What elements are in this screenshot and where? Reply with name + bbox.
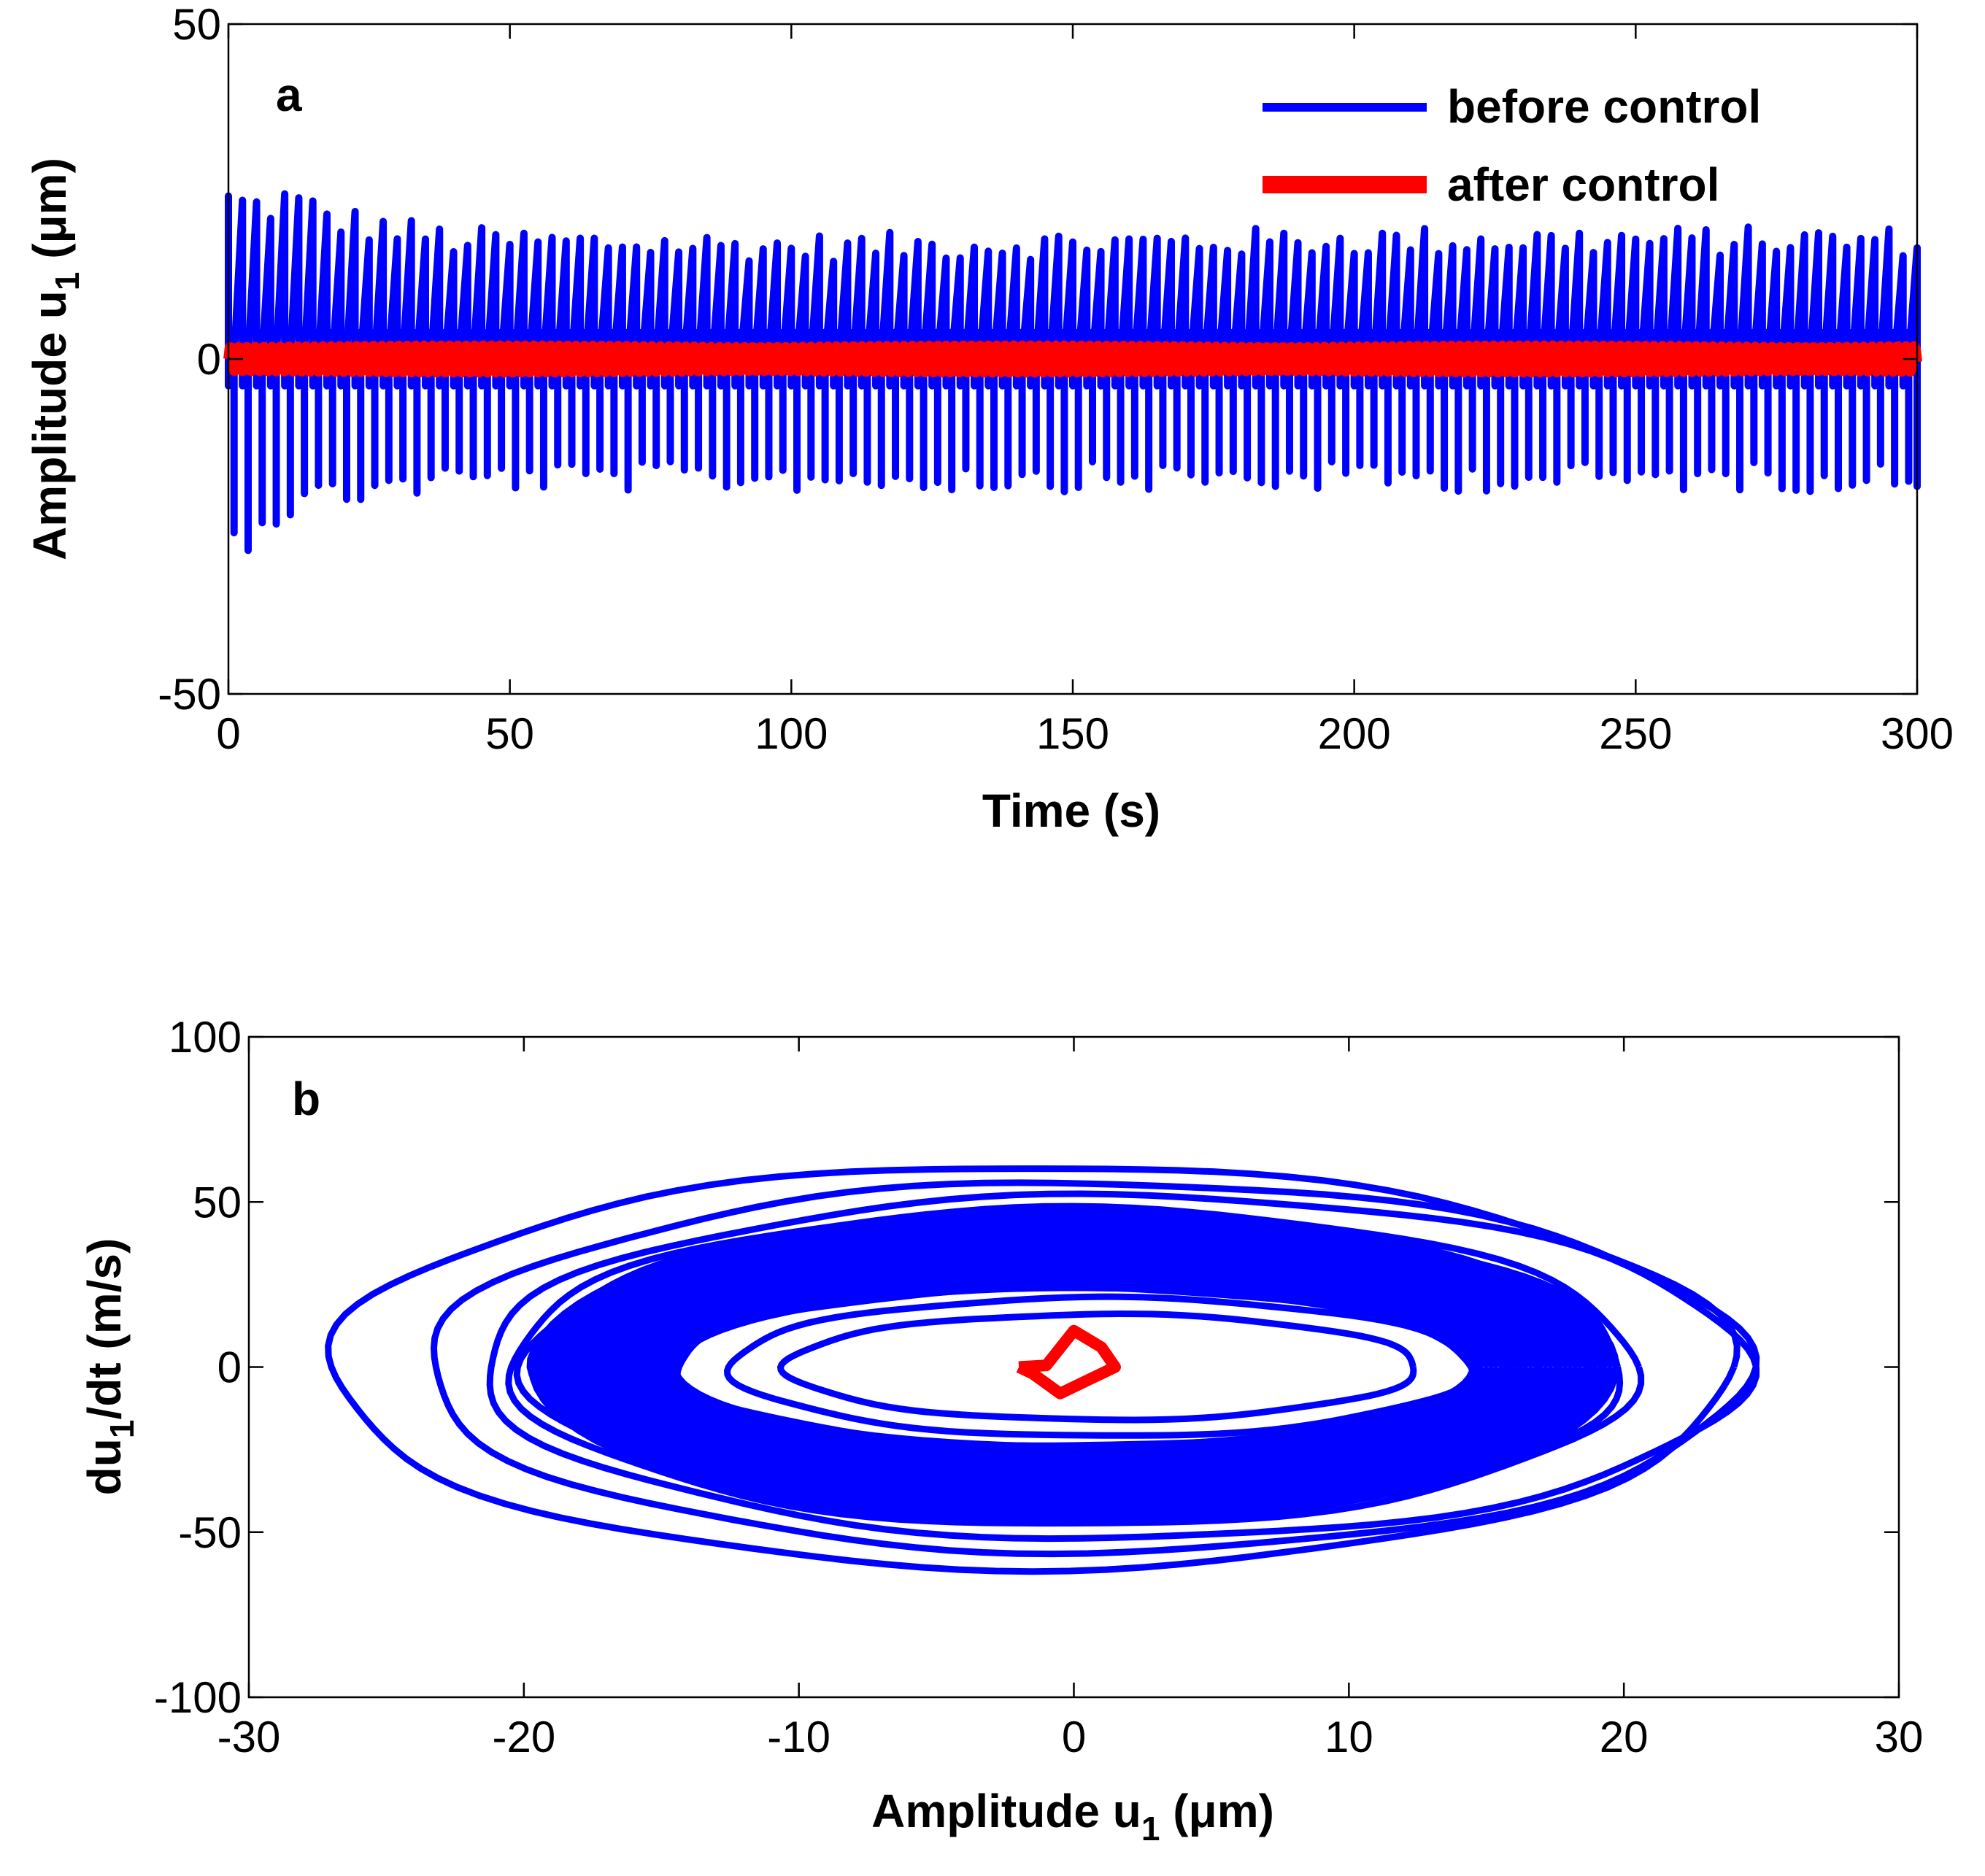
phase-orbit-before-control xyxy=(777,1310,1417,1424)
legend-label-before: before control xyxy=(1447,80,1761,133)
panel-a-data xyxy=(223,190,1922,555)
panel-a-ytick-label: 0 xyxy=(197,335,221,384)
phase-orbit-before-control xyxy=(486,1190,1760,1543)
phase-orbit-dense xyxy=(666,1281,1481,1453)
panel-a-ytick-label: 50 xyxy=(172,0,221,49)
legend-label-after: after control xyxy=(1447,158,1719,211)
panel-a-xtick-label: 300 xyxy=(1881,709,1954,758)
panel-b-data xyxy=(325,1165,1760,1575)
panel-b-xtick-label: 0 xyxy=(1062,1713,1086,1761)
panel-b-xtick-label: 10 xyxy=(1325,1713,1373,1761)
panel-b-xtick-label: -20 xyxy=(492,1713,555,1761)
panel-b-ylabel: du1/dt (m/s) xyxy=(78,1238,141,1496)
phase-orbit-before-control xyxy=(430,1179,1760,1558)
phase-orbit-dense xyxy=(657,1276,1491,1458)
panel-b-ytick-label: -100 xyxy=(154,1673,242,1722)
panel-b-xtick-label: -10 xyxy=(767,1713,830,1761)
phase-orbit-dense xyxy=(528,1208,1620,1526)
phase-orbit-dense xyxy=(622,1258,1526,1476)
panel-a-xtick-label: 250 xyxy=(1599,709,1672,758)
panel-b-axes-frame xyxy=(247,1035,1900,1699)
panel-a-ylabel: Amplitude u1 (μm) xyxy=(23,158,86,560)
panel-a-xtick-label: 150 xyxy=(1036,709,1109,758)
panel-b-ytick-label: 100 xyxy=(169,1013,242,1062)
phase-orbit-before-control xyxy=(723,1293,1476,1439)
phase-orbit-after-control xyxy=(1016,1324,1121,1400)
panel-b-xtick-label: 20 xyxy=(1600,1713,1649,1761)
panel-a-xlabel: Time (s) xyxy=(982,784,1160,837)
panel-a-label: a xyxy=(276,69,302,121)
panel-b-ytick-label: 0 xyxy=(217,1343,242,1392)
phase-orbit-dense xyxy=(661,1279,1486,1455)
phase-orbit-before-control xyxy=(325,1165,1741,1575)
panel-a-ytick-label: -50 xyxy=(158,670,221,719)
panel-b-xtick-label: 30 xyxy=(1875,1713,1924,1761)
panel-b-ytick-label: 50 xyxy=(193,1178,242,1227)
panel-b-xtick-label: -30 xyxy=(217,1713,281,1761)
panel-a-xtick-label: 0 xyxy=(216,709,240,758)
panel-a-xtick-label: 50 xyxy=(485,709,534,758)
panel-b-label: b xyxy=(292,1073,320,1125)
panel-b-ytick-label: -50 xyxy=(178,1508,242,1557)
legend: before control after control xyxy=(1263,80,1761,211)
series-after-control-line xyxy=(223,340,1922,378)
panel-a-xtick-label: 200 xyxy=(1318,709,1391,758)
panel-b-xlabel: Amplitude u1 (μm) xyxy=(871,1785,1274,1848)
panel-a-xtick-label: 100 xyxy=(755,709,828,758)
